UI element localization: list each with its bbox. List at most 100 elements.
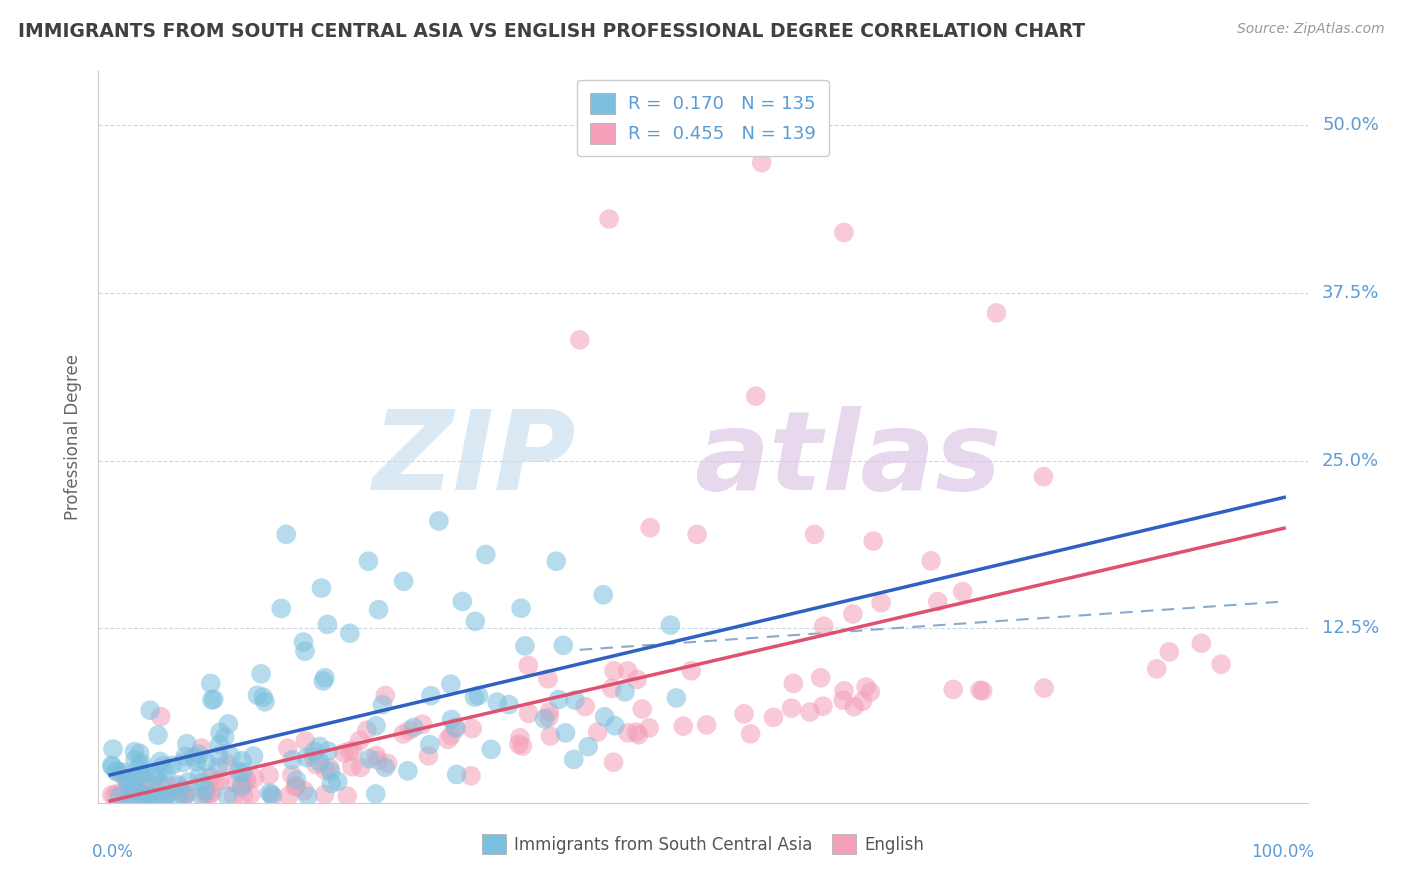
Point [232,789,254,803]
Point [371,698,394,712]
Point [292,635,315,649]
Point [205,774,228,789]
Point [118,780,141,794]
Point [128,746,150,760]
Point [156,778,179,792]
Point [326,774,349,789]
Point [259,786,281,800]
Point [107,786,129,800]
Point [188,769,211,783]
Point [277,741,299,756]
Point [537,710,560,724]
Point [396,764,419,778]
Point [319,764,342,779]
Point [312,673,335,688]
Point [367,754,389,768]
Point [1209,657,1232,672]
Point [316,744,339,758]
Point [782,676,804,690]
Point [134,765,156,780]
Point [762,710,785,724]
Point [232,764,254,779]
Point [626,673,648,687]
Point [149,755,172,769]
Point [217,789,239,803]
Point [201,693,224,707]
Point [419,738,441,752]
Point [231,778,253,792]
Point [253,695,276,709]
Point [190,741,212,756]
Point [112,765,135,780]
Point [562,752,585,766]
Point [870,596,893,610]
Point [603,664,626,678]
Point [101,758,124,772]
Point [392,574,415,589]
Point [262,789,284,803]
Point [617,726,640,740]
Point [392,727,415,741]
Point [202,692,225,706]
Point [377,756,399,771]
Text: 50.0%: 50.0% [1322,116,1379,134]
Point [125,772,148,786]
Point [554,726,576,740]
Point [105,764,128,779]
Point [745,389,768,403]
Text: ZIP: ZIP [373,406,576,513]
Point [510,739,533,753]
Point [440,677,463,691]
Point [308,755,330,769]
Point [444,722,467,736]
Point [1146,662,1168,676]
Point [167,789,190,803]
Text: 37.5%: 37.5% [1322,284,1379,301]
Point [508,737,530,751]
Point [208,738,231,752]
Point [832,683,855,698]
Point [166,778,188,792]
Point [105,764,128,778]
Text: 12.5%: 12.5% [1322,619,1379,637]
Point [169,784,191,798]
Point [311,581,333,595]
Text: atlas: atlas [695,406,1002,513]
Point [517,658,540,673]
Point [277,789,299,803]
Point [103,789,125,803]
Point [142,770,165,784]
Point [696,718,718,732]
Point [174,749,197,764]
Point [444,720,467,734]
Point [467,689,489,703]
Point [538,705,561,719]
Text: 0.0%: 0.0% [93,843,134,861]
Point [173,789,195,803]
Point [285,772,308,787]
Point [173,785,195,799]
Point [510,601,533,615]
Point [246,688,269,702]
Point [176,787,198,801]
Point [295,750,318,764]
Point [686,527,709,541]
Point [108,789,131,803]
Point [243,771,266,785]
Point [314,788,336,802]
Point [855,680,877,694]
Point [920,554,942,568]
Point [222,789,245,803]
Point [314,764,336,778]
Point [616,664,638,678]
Point [136,774,159,789]
Point [208,773,231,788]
Point [574,699,596,714]
Point [851,694,873,708]
Text: Source: ZipAtlas.com: Source: ZipAtlas.com [1237,22,1385,37]
Point [176,737,198,751]
Point [811,699,834,714]
Point [231,754,253,768]
Point [418,748,440,763]
Point [297,789,319,803]
